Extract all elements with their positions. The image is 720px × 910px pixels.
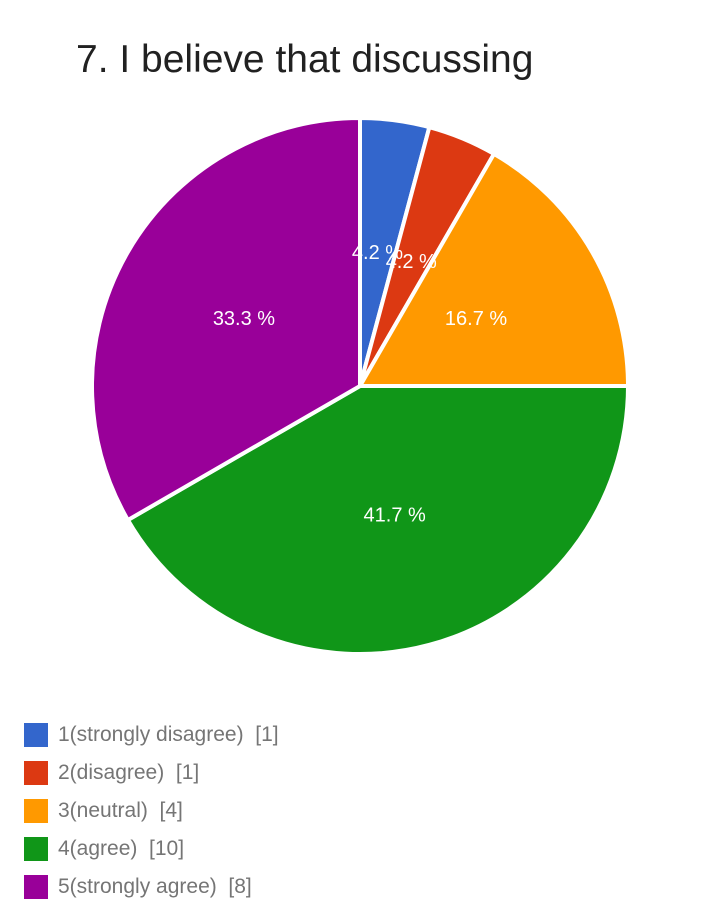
legend-item: 4(agree) [10]	[24, 830, 279, 868]
chart-title: 7. I believe that discussing	[76, 38, 534, 81]
legend-label: 1(strongly disagree) [1]	[58, 723, 279, 746]
legend: 1(strongly disagree) [1] 2(disagree) [1]…	[24, 716, 279, 906]
legend-label: 2(disagree) [1]	[58, 761, 200, 784]
slice-percent-label: 4.2 %	[386, 251, 437, 273]
legend-label: 4(agree) [10]	[58, 837, 185, 860]
legend-swatch	[24, 837, 48, 861]
legend-swatch	[24, 875, 48, 899]
legend-swatch	[24, 799, 48, 823]
legend-item: 5(strongly agree) [8]	[24, 868, 279, 906]
slice-percent-label: 16.7 %	[445, 308, 507, 330]
legend-item: 1(strongly disagree) [1]	[24, 716, 279, 754]
pie-slice	[125, 384, 630, 656]
pie-slice-labels: 4.2 %4.2 % 16.7 % 41.7 % 33.3 %	[213, 242, 508, 526]
pie-slices	[90, 116, 630, 656]
pie-slice	[358, 151, 630, 388]
slice-percent-label: 4.2 %	[352, 242, 403, 264]
legend-label: 5(strongly agree) [8]	[58, 875, 252, 898]
pie-slice	[90, 116, 362, 522]
legend-item: 2(disagree) [1]	[24, 754, 279, 792]
pie-chart: 4.2 %4.2 % 16.7 % 41.7 % 33.3 %	[90, 116, 630, 656]
legend-swatch	[24, 761, 48, 785]
legend-item: 3(neutral) [4]	[24, 792, 279, 830]
slice-percent-label: 33.3 %	[213, 308, 275, 330]
legend-label: 3(neutral) [4]	[58, 799, 183, 822]
slice-percent-label: 41.7 %	[364, 504, 426, 526]
legend-swatch	[24, 723, 48, 747]
